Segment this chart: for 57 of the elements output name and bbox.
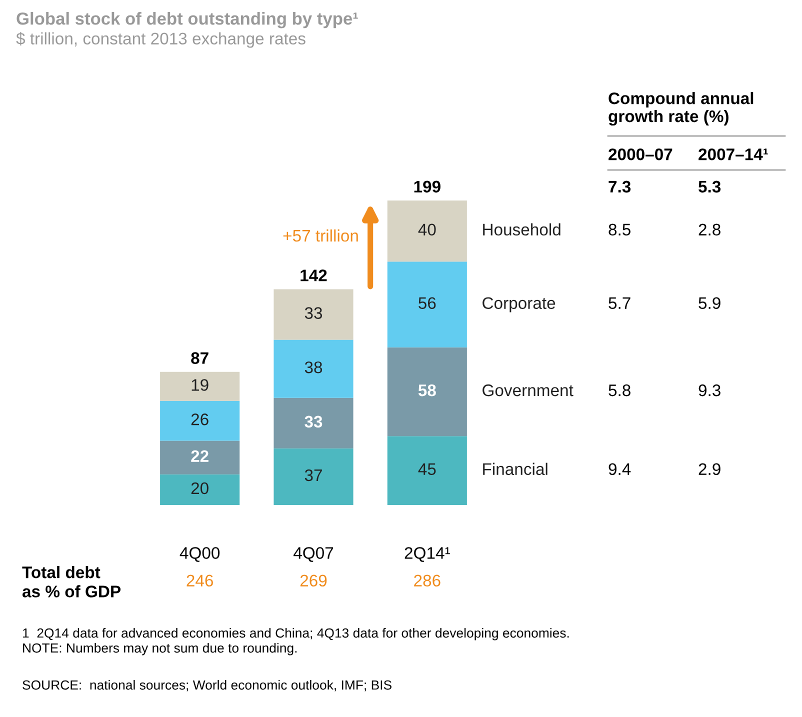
bar — [160, 440, 240, 474]
bar — [274, 448, 354, 505]
data-label: 58 — [418, 384, 436, 396]
data-label: 19 — [192, 379, 208, 391]
text: 5.8 — [608, 384, 630, 396]
text: 246 — [186, 574, 214, 587]
source-note: SOURCE: national sources; World economic outlook, IMF; BIS — [22, 680, 392, 692]
text: 9.4 — [608, 463, 631, 476]
bar — [160, 372, 240, 401]
text: 269 — [300, 574, 327, 587]
series-label: Household — [483, 223, 560, 236]
text: 2007–14¹ — [698, 148, 768, 160]
text: Compound annual growth rate (%) — [608, 92, 754, 126]
text: 2000–07 — [608, 148, 672, 160]
text: 5.7 — [608, 297, 630, 309]
bar — [274, 398, 354, 448]
text: Total debt as % of GDP — [22, 566, 121, 598]
chart-subtitle: $ trillion, constant 2013 exchange rates — [16, 32, 306, 48]
text: 5.9 — [698, 297, 720, 309]
x-tick-label: 2Q14¹ — [404, 547, 450, 562]
total-label: 199 — [414, 180, 440, 193]
data-label: 33 — [304, 416, 322, 428]
text: 286 — [414, 574, 440, 587]
data-label: 45 — [418, 463, 436, 476]
data-label: 20 — [191, 482, 208, 494]
data-label: 37 — [304, 469, 322, 482]
text: 7.3 — [608, 180, 631, 193]
text: 8.5 — [608, 224, 630, 236]
series-label: Financial — [483, 462, 548, 476]
text: 5.3 — [698, 180, 721, 193]
text: NOTE: Numbers may not sum due to rounding. — [23, 643, 297, 656]
text: 2.9 — [698, 463, 720, 476]
text: 1 2Q14 data for advanced economies and China; 4Q13 data for other developing economies. — [23, 628, 569, 640]
text: 9.3 — [698, 384, 720, 396]
data-label: 38 — [304, 361, 322, 374]
text: 2.8 — [698, 224, 720, 236]
data-label: 40 — [418, 224, 436, 236]
bar — [160, 474, 240, 505]
series-label: Government — [482, 384, 574, 396]
bar — [387, 347, 467, 436]
total-label: 87 — [191, 352, 208, 364]
x-tick-label: 4Q07 — [294, 547, 334, 562]
data-label: 56 — [418, 297, 436, 309]
data-label: 26 — [191, 414, 208, 426]
series-label: Corporate — [482, 297, 556, 312]
bar — [274, 340, 354, 398]
total-label: 142 — [300, 270, 327, 282]
bar — [274, 289, 354, 340]
bar — [387, 200, 467, 262]
data-label: 22 — [191, 450, 208, 462]
x-tick-label: 4Q00 — [180, 547, 220, 562]
bar — [160, 400, 240, 441]
bar — [387, 262, 467, 348]
data-label: 33 — [304, 307, 322, 319]
annotation: +57 trillion — [283, 229, 358, 242]
bar — [387, 436, 467, 505]
chart-title: Global stock of debt outstanding by type¹ — [16, 12, 358, 28]
